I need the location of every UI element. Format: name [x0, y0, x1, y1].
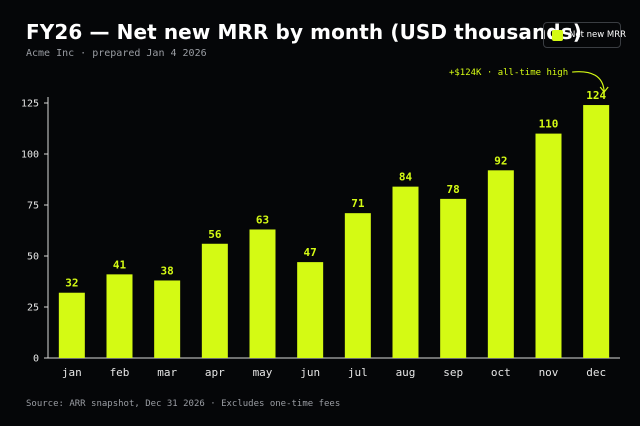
data-label: 56 — [208, 228, 222, 241]
bar — [583, 105, 610, 358]
data-label: 124 — [586, 89, 606, 102]
data-label: 41 — [113, 258, 127, 271]
data-label: 47 — [304, 246, 317, 259]
bar — [154, 280, 181, 358]
x-tick-label: aug — [396, 366, 416, 379]
chart-subtitle: Acme Inc · prepared Jan 4 2026 — [26, 48, 207, 59]
bar — [487, 170, 514, 358]
x-tick-label: dec — [586, 366, 606, 379]
y-tick-label: 0 — [33, 354, 39, 365]
data-label: 38 — [161, 264, 174, 277]
x-tick-label: apr — [205, 366, 225, 379]
bar — [201, 243, 228, 358]
bar — [249, 229, 276, 358]
x-tick-label: sep — [443, 366, 463, 379]
data-label: 32 — [65, 277, 78, 290]
legend: Net new MRR — [543, 22, 626, 48]
bar — [344, 213, 371, 358]
y-tick-label: 125 — [21, 99, 39, 110]
legend-swatch — [552, 29, 563, 41]
data-label: 92 — [494, 154, 507, 167]
data-label: 84 — [399, 171, 413, 184]
bar — [58, 292, 85, 358]
chart-title: FY26 — Net new MRR by month (USD thousan… — [26, 20, 582, 44]
y-tick-label: 50 — [27, 252, 39, 263]
annotation-arrow — [572, 71, 605, 92]
annotation-label: +$124K · all-time high — [449, 68, 568, 78]
x-tick-label: mar — [157, 366, 177, 379]
y-tick-label: 25 — [27, 303, 39, 314]
bar — [440, 198, 467, 358]
y-tick-label: 75 — [27, 201, 39, 212]
bar — [392, 186, 419, 358]
x-tick-label: jul — [348, 366, 368, 379]
annotation-arrowhead — [599, 86, 609, 94]
data-label: 63 — [256, 213, 269, 226]
legend-label: Net new MRR — [569, 30, 627, 40]
bar — [297, 262, 324, 358]
bar — [535, 133, 562, 358]
x-tick-label: jun — [300, 366, 320, 379]
data-label: 78 — [447, 183, 460, 196]
x-tick-label: may — [253, 366, 273, 379]
data-label: 71 — [351, 197, 365, 210]
data-label: 110 — [539, 118, 559, 131]
x-tick-label: feb — [110, 366, 130, 379]
x-tick-label: oct — [491, 366, 511, 379]
x-tick-label: jan — [62, 366, 82, 379]
source-note: Source: ARR snapshot, Dec 31 2026 · Excl… — [26, 399, 341, 409]
y-tick-label: 100 — [21, 150, 39, 161]
bar — [106, 274, 133, 358]
x-tick-label: nov — [539, 366, 559, 379]
